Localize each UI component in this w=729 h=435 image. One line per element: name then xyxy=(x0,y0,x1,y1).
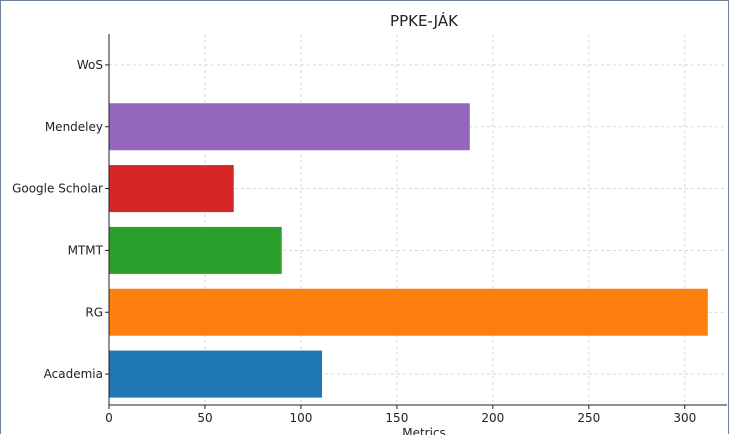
x-tick-label: 150 xyxy=(385,411,408,425)
y-tick-labels: Academia RG MTMT Google Scholar Mendeley WoS xyxy=(12,58,104,381)
y-tick-label: MTMT xyxy=(68,243,104,257)
x-tick-label: 250 xyxy=(577,411,600,425)
bar-google-scholar xyxy=(109,165,234,213)
bar-mtmt xyxy=(109,226,282,274)
y-tick-label: Academia xyxy=(44,367,103,381)
y-tick-label: WoS xyxy=(77,58,103,72)
x-tick-label: 200 xyxy=(481,411,504,425)
axes xyxy=(105,34,727,409)
bars xyxy=(109,103,708,398)
y-tick-label: RG xyxy=(85,305,103,319)
chart-title: PPKE-JÁK xyxy=(390,11,459,30)
bar-mendeley xyxy=(109,103,470,151)
x-axis-label: Metrics xyxy=(402,426,446,435)
x-tick-label: 0 xyxy=(105,411,113,425)
grid-lines xyxy=(108,34,727,405)
x-tick-label: 300 xyxy=(673,411,696,425)
y-tick-label: Google Scholar xyxy=(12,182,103,196)
x-tick-label: 50 xyxy=(197,411,212,425)
y-tick-label: Mendeley xyxy=(45,120,103,134)
bar-rg xyxy=(109,288,708,336)
x-tick-label: 100 xyxy=(289,411,312,425)
x-tick-labels: 0 50 100 150 200 250 300 xyxy=(105,411,696,425)
bar-academia xyxy=(109,350,323,398)
